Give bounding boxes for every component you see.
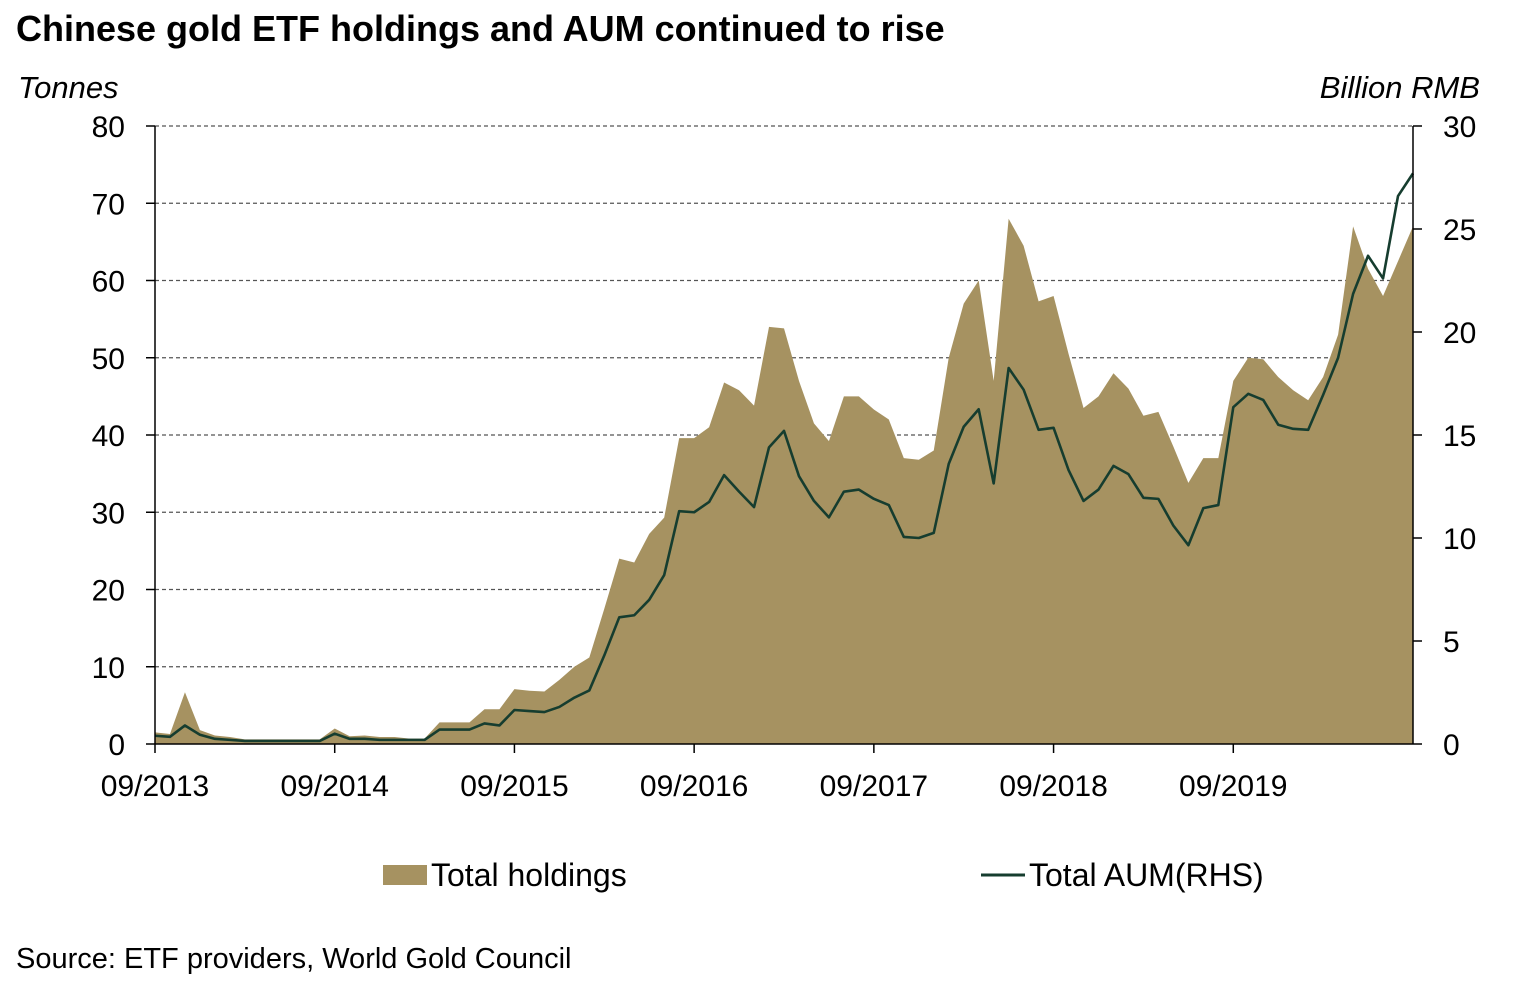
left-tick-label: 10: [92, 652, 125, 685]
right-tick-label: 10: [1443, 523, 1476, 556]
x-tick-label: 09/2013: [101, 770, 209, 803]
left-tick-label: 40: [92, 420, 125, 453]
left-tick-label: 60: [92, 266, 125, 299]
x-tick-label: 09/2014: [280, 770, 388, 803]
right-tick-label: 0: [1443, 729, 1460, 762]
x-tick-label: 09/2017: [820, 770, 928, 803]
x-tick-label: 09/2016: [640, 770, 748, 803]
left-tick-label: 70: [92, 188, 125, 221]
right-axis-unit: Billion RMB: [1319, 70, 1480, 105]
x-tick-label: 09/2019: [1179, 770, 1287, 803]
right-tick-label: 5: [1443, 626, 1460, 659]
x-tick-label: 09/2015: [460, 770, 568, 803]
chart-title: Chinese gold ETF holdings and AUM contin…: [16, 8, 945, 49]
chart-legend: Total holdings Total AUM(RHS): [383, 857, 1264, 893]
left-tick-label: 0: [108, 729, 125, 762]
right-tick-label: 25: [1443, 214, 1476, 247]
total-aum-line: [154, 172, 1415, 743]
x-tick-label: 09/2018: [999, 770, 1107, 803]
right-tick-label: 20: [1443, 317, 1476, 350]
right-tick-label: 15: [1443, 420, 1476, 453]
legend-swatch-holdings: [383, 865, 427, 885]
legend-label-aum: Total AUM(RHS): [1029, 857, 1264, 893]
axis-ticks: 0 10 20 30 40 50 60 70 80 0 5 10 15 20 25 30 09/2013 09/2…: [92, 111, 1477, 803]
left-tick-label: 20: [92, 575, 125, 608]
left-tick-label: 50: [92, 343, 125, 376]
total-holdings-area: [155, 218, 1413, 744]
legend-label-holdings: Total holdings: [431, 857, 627, 893]
left-axis-unit: Tonnes: [18, 70, 119, 105]
source-note: Source: ETF providers, World Gold Counci…: [16, 943, 572, 975]
right-tick-label: 30: [1443, 111, 1476, 144]
left-tick-label: 80: [92, 111, 125, 144]
left-tick-label: 30: [92, 497, 125, 530]
